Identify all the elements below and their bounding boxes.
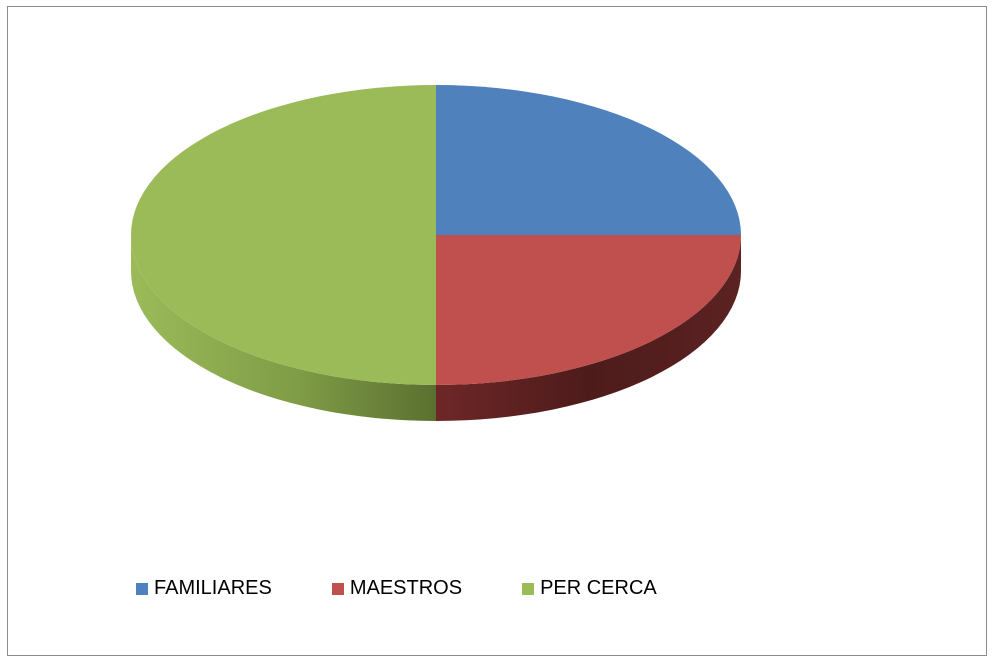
pie-slice-familiares: [436, 85, 741, 235]
pie-slice-maestros: [436, 235, 741, 385]
legend-label-per-cerca: PER CERCA: [540, 577, 657, 599]
legend-item-per-cerca: PER CERCA: [522, 577, 657, 600]
legend: FAMILIARES MAESTROS PER CERCA: [136, 577, 717, 600]
chart-area: FAMILIARES MAESTROS PER CERCA: [7, 6, 987, 656]
legend-label-maestros: MAESTROS: [349, 577, 463, 599]
legend-swatch-maestros: [331, 582, 344, 595]
legend-label-familiares: FAMILIARES: [154, 577, 272, 599]
legend-swatch-per-cerca: [522, 582, 535, 595]
pie-slice-per-cerca: [131, 85, 436, 385]
legend-item-familiares: FAMILIARES: [136, 577, 272, 600]
pie-side-maestros: [436, 235, 741, 421]
pie-chart: [131, 85, 741, 421]
legend-item-maestros: MAESTROS: [331, 577, 463, 600]
legend-swatch-familiares: [136, 582, 148, 595]
pie-side-per-cerca: [131, 235, 436, 421]
